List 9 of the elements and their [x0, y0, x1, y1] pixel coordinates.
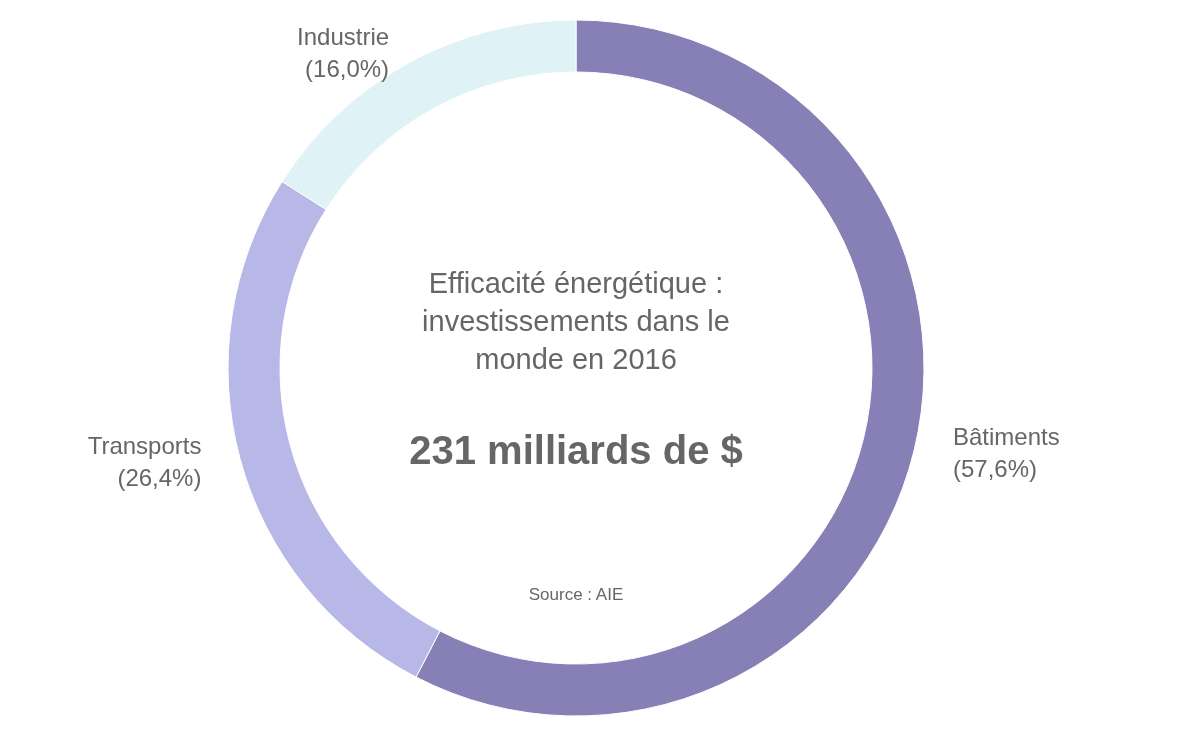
slice-label: Bâtiments — [952, 423, 1060, 451]
data-label: (26,4%) — [117, 463, 202, 491]
data-label: (16,0%) — [305, 55, 390, 82]
slice-label: Transports — [87, 431, 202, 459]
slice-label: Industrie — [297, 23, 390, 50]
text: 231 milliards de $ — [409, 428, 743, 472]
data-label: (57,6%) — [952, 455, 1038, 483]
source-note: Source : AIE — [528, 585, 624, 604]
text: Efficacité énergétique : investissements dans le monde en 2016 — [422, 267, 730, 375]
